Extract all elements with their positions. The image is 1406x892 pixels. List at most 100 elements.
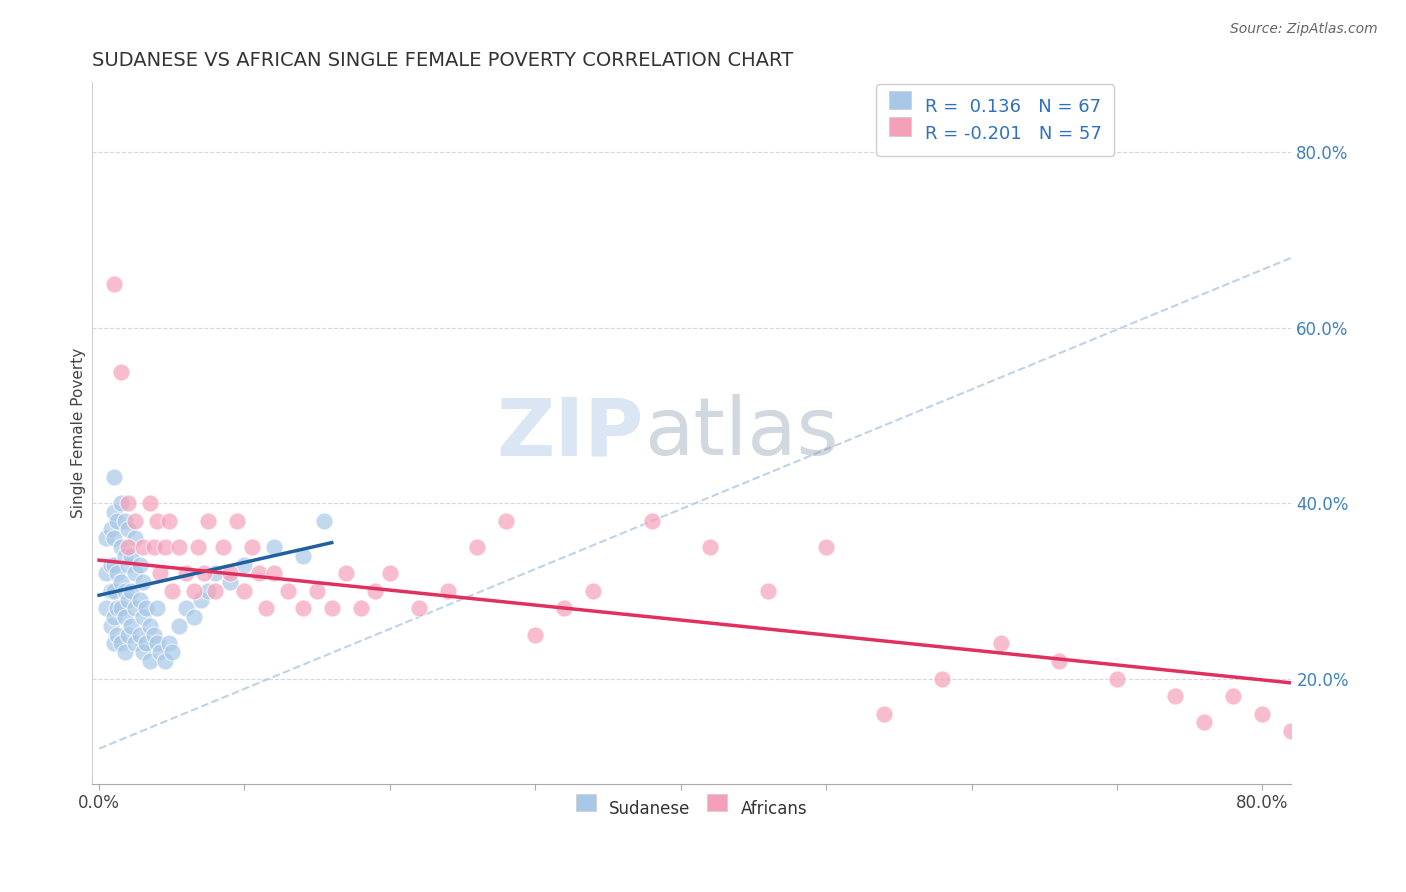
Point xyxy=(120,549,142,563)
Point xyxy=(183,610,205,624)
Point xyxy=(100,523,122,537)
Point xyxy=(350,601,373,615)
Point xyxy=(277,583,299,598)
Point xyxy=(263,566,285,581)
Point xyxy=(756,583,779,598)
Point xyxy=(160,583,183,598)
Point xyxy=(135,601,157,615)
Point xyxy=(96,566,118,581)
Point xyxy=(110,365,132,379)
Point xyxy=(153,540,176,554)
Point xyxy=(100,583,122,598)
Point xyxy=(149,566,172,581)
Point xyxy=(146,636,169,650)
Point xyxy=(1047,654,1070,668)
Point xyxy=(291,549,314,563)
Point xyxy=(193,566,215,581)
Text: ZIP: ZIP xyxy=(496,394,644,472)
Point xyxy=(124,514,146,528)
Point xyxy=(990,636,1012,650)
Point xyxy=(204,583,226,598)
Point xyxy=(117,496,139,510)
Point xyxy=(114,610,136,624)
Point xyxy=(139,496,162,510)
Point xyxy=(143,628,166,642)
Point xyxy=(1192,715,1215,730)
Point xyxy=(211,540,233,554)
Point xyxy=(117,523,139,537)
Point xyxy=(153,654,176,668)
Point xyxy=(307,583,329,598)
Point xyxy=(553,601,575,615)
Point xyxy=(135,636,157,650)
Point xyxy=(160,645,183,659)
Point xyxy=(815,540,838,554)
Point xyxy=(254,601,277,615)
Point xyxy=(314,514,336,528)
Point xyxy=(931,672,953,686)
Point xyxy=(103,505,125,519)
Point xyxy=(146,514,169,528)
Point xyxy=(187,540,209,554)
Text: SUDANESE VS AFRICAN SINGLE FEMALE POVERTY CORRELATION CHART: SUDANESE VS AFRICAN SINGLE FEMALE POVERT… xyxy=(91,51,793,70)
Point xyxy=(167,540,190,554)
Point xyxy=(103,470,125,484)
Point xyxy=(120,583,142,598)
Point xyxy=(128,558,150,572)
Point xyxy=(110,496,132,510)
Point xyxy=(117,592,139,607)
Point xyxy=(183,583,205,598)
Point xyxy=(247,566,270,581)
Point xyxy=(110,540,132,554)
Point xyxy=(699,540,721,554)
Point xyxy=(124,601,146,615)
Point xyxy=(204,566,226,581)
Text: Source: ZipAtlas.com: Source: ZipAtlas.com xyxy=(1230,22,1378,37)
Point xyxy=(128,592,150,607)
Point xyxy=(437,583,460,598)
Point xyxy=(124,531,146,545)
Point xyxy=(321,601,343,615)
Point xyxy=(103,636,125,650)
Point xyxy=(263,540,285,554)
Point xyxy=(103,531,125,545)
Point xyxy=(1281,724,1303,739)
Point xyxy=(1105,672,1128,686)
Point xyxy=(143,540,166,554)
Text: atlas: atlas xyxy=(644,394,838,472)
Point xyxy=(131,540,153,554)
Point xyxy=(117,540,139,554)
Point xyxy=(364,583,387,598)
Point xyxy=(96,531,118,545)
Point xyxy=(131,610,153,624)
Point xyxy=(167,619,190,633)
Point xyxy=(219,566,242,581)
Point xyxy=(465,540,488,554)
Point xyxy=(378,566,401,581)
Point xyxy=(190,592,212,607)
Point xyxy=(110,636,132,650)
Point xyxy=(117,628,139,642)
Y-axis label: Single Female Poverty: Single Female Poverty xyxy=(72,348,86,518)
Point xyxy=(524,628,547,642)
Point xyxy=(873,706,896,721)
Point xyxy=(139,654,162,668)
Point xyxy=(146,601,169,615)
Point xyxy=(240,540,263,554)
Point xyxy=(117,558,139,572)
Point xyxy=(226,514,249,528)
Point xyxy=(105,566,128,581)
Point xyxy=(176,601,198,615)
Point xyxy=(291,601,314,615)
Point xyxy=(139,619,162,633)
Point xyxy=(103,583,125,598)
Point xyxy=(103,610,125,624)
Point xyxy=(110,601,132,615)
Point xyxy=(219,575,242,590)
Point xyxy=(1222,689,1244,703)
Point xyxy=(1251,706,1274,721)
Point xyxy=(103,277,125,291)
Point xyxy=(131,575,153,590)
Point xyxy=(176,566,198,581)
Point xyxy=(1164,689,1187,703)
